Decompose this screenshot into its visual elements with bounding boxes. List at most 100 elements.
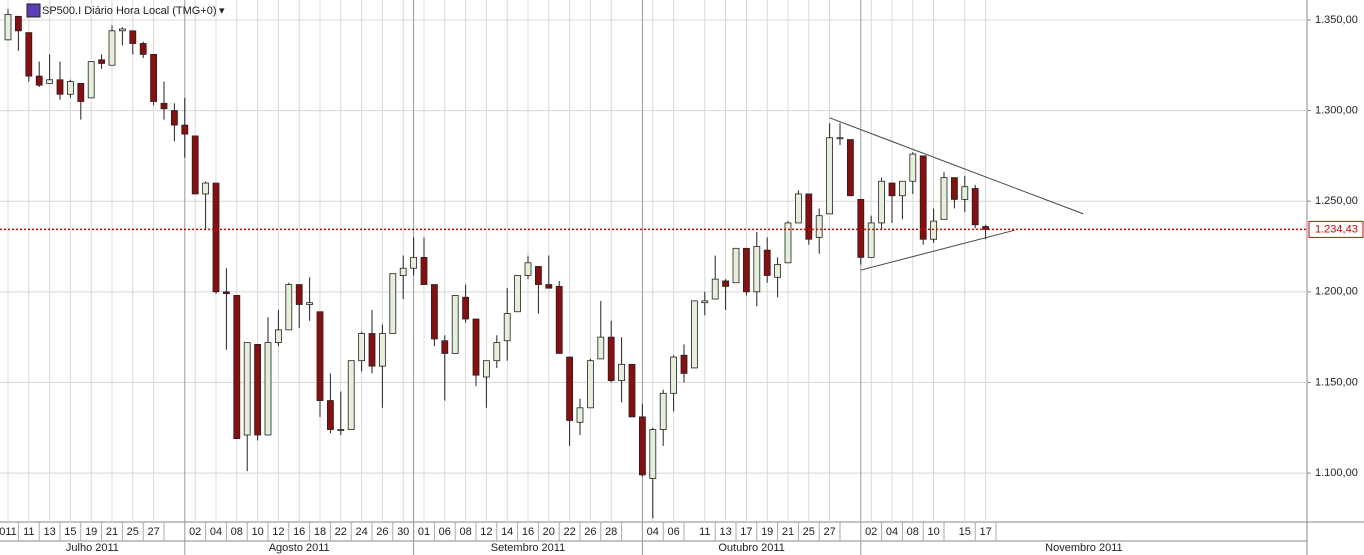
x-tick-label: 21 (106, 526, 118, 538)
candle-body (451, 295, 459, 354)
candle-body (441, 340, 449, 354)
x-tick-label: 011 (0, 526, 17, 538)
candle-body (472, 318, 480, 376)
candle-body (659, 392, 667, 430)
candle-body (763, 249, 771, 276)
candle-body (899, 180, 906, 197)
x-tick-label: 19 (85, 526, 97, 538)
candle-body (67, 81, 74, 95)
y-tick-label: 1.200,00 (1315, 286, 1358, 298)
candle-body (628, 363, 636, 418)
x-tick-label: 12 (272, 526, 284, 538)
candle-body (753, 246, 761, 293)
candle-body (306, 302, 314, 305)
candle-body (170, 110, 178, 126)
candle-body (254, 343, 262, 436)
x-tick-label: 16 (522, 526, 534, 538)
candle-body (181, 124, 189, 135)
candle-body (545, 284, 553, 289)
candle-body (119, 28, 126, 32)
candle-body (743, 247, 750, 293)
x-tick-label: 19 (761, 526, 773, 538)
x-tick-label: 04 (647, 526, 659, 538)
x-tick-label: 02 (865, 526, 877, 538)
x-tick-label: 08 (907, 526, 919, 538)
x-tick-label: 28 (605, 526, 617, 538)
candle-body (46, 79, 53, 84)
x-tick-label: 25 (127, 526, 139, 538)
candle-body (347, 360, 355, 430)
y-tick-label: 1.300,00 (1315, 104, 1358, 116)
candle-body (233, 295, 241, 440)
candle-body (878, 180, 885, 224)
candle-body (25, 32, 33, 77)
x-tick-label: 12 (480, 526, 492, 538)
candle-body (909, 153, 917, 182)
candle-body (940, 177, 948, 220)
x-tick-label: 27 (823, 526, 835, 538)
x-tick-label: 13 (719, 526, 731, 538)
candle-body (805, 193, 813, 240)
last-price-label: 1.234,43 (1315, 223, 1358, 235)
symbol-icon (26, 3, 41, 18)
x-tick-label: 17 (979, 526, 991, 538)
candle-body (87, 61, 95, 99)
candle-body (711, 278, 719, 300)
candle-body (815, 215, 823, 238)
candle-body (961, 186, 969, 200)
candle-body (555, 285, 563, 354)
candle-body (867, 222, 875, 258)
candle-body (587, 360, 594, 409)
x-tick-label: 04 (886, 526, 898, 538)
candle-body (389, 273, 397, 334)
chart-title: SP500.I Diário Hora Local (TMG+0) (42, 5, 217, 17)
candle-body (639, 416, 646, 476)
candle-body (784, 222, 792, 264)
x-tick-label: 11 (23, 526, 34, 538)
y-tick-label: 1.250,00 (1315, 195, 1358, 207)
x-tick-label: 10 (251, 526, 263, 538)
candle-body (618, 363, 625, 382)
x-tick-label: 18 (314, 526, 326, 538)
x-tick-label: 30 (397, 526, 409, 538)
month-label: Setembro 2011 (491, 542, 565, 554)
candle-body (399, 267, 407, 276)
candle-body (139, 43, 147, 55)
candle-body (607, 336, 615, 382)
candle-body (264, 342, 272, 436)
candle-body (98, 59, 105, 64)
y-tick-label: 1.100,00 (1315, 467, 1358, 479)
candle-body (701, 300, 709, 304)
candle-body (680, 354, 688, 374)
candle-body (430, 284, 438, 340)
candle-body (566, 356, 573, 421)
candle-body (649, 429, 657, 479)
x-tick-label: 06 (439, 526, 451, 538)
candle-body (378, 333, 386, 367)
candle-body (160, 102, 168, 110)
candle-body (243, 342, 251, 436)
candle-body (888, 182, 896, 197)
candle-body (420, 256, 428, 285)
title-dropdown[interactable]: ▾ (219, 5, 225, 17)
y-tick-label: 1.150,00 (1315, 376, 1358, 388)
candle-body (274, 329, 282, 343)
x-tick-label: 02 (189, 526, 201, 538)
candle-body (826, 137, 833, 215)
candle-body (337, 429, 345, 431)
x-tick-label: 10 (927, 526, 939, 538)
x-tick-label: 06 (667, 526, 679, 538)
candle-body (482, 360, 490, 378)
x-tick-label: 24 (355, 526, 367, 538)
candle-body (514, 275, 521, 313)
candle-body (524, 262, 532, 276)
candle-body (358, 333, 366, 362)
candle-body (316, 311, 324, 401)
candle-body (795, 193, 802, 224)
candle-body (732, 247, 740, 284)
x-tick-label: 26 (376, 526, 388, 538)
x-tick-label: 11 (699, 526, 710, 538)
candle-body (493, 342, 501, 362)
x-tick-label: 25 (803, 526, 815, 538)
